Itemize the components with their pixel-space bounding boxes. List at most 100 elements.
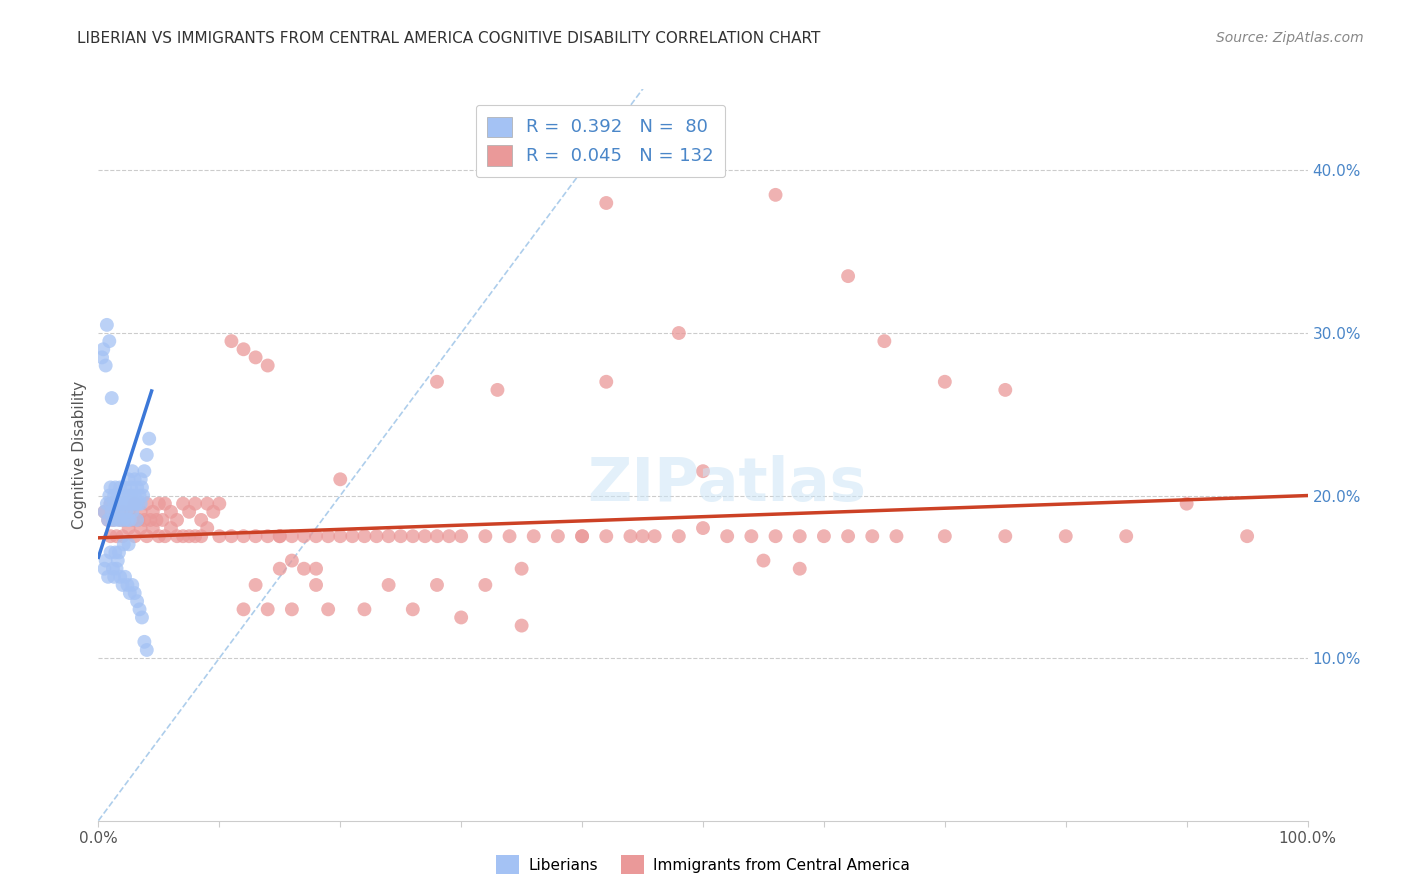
Point (232, 602, 254, 616)
Point (377, 578, 399, 592)
Point (134, 635, 156, 649)
Point (571, 529, 593, 543)
Point (108, 570, 131, 584)
Point (101, 562, 124, 576)
Point (221, 334, 243, 348)
Point (510, 562, 533, 576)
Point (837, 269, 859, 284)
Point (184, 497, 207, 511)
Point (668, 529, 690, 543)
Point (98, 334, 121, 348)
Point (765, 529, 787, 543)
Point (97, 513, 120, 527)
Point (134, 464, 156, 478)
Point (740, 529, 762, 543)
Point (125, 497, 148, 511)
Point (179, 505, 201, 519)
Point (256, 529, 278, 543)
Point (121, 464, 143, 478)
Point (190, 529, 212, 543)
Point (112, 513, 135, 527)
Point (402, 602, 425, 616)
Point (208, 529, 231, 543)
Point (860, 529, 883, 543)
Point (1054, 529, 1077, 543)
Point (96, 318, 118, 332)
Point (789, 562, 811, 576)
Point (111, 497, 134, 511)
Point (111, 529, 134, 543)
Point (353, 529, 375, 543)
Point (135, 643, 157, 657)
Point (111, 489, 134, 503)
Point (195, 497, 218, 511)
Point (305, 529, 328, 543)
Point (135, 448, 157, 462)
Point (256, 602, 278, 616)
Point (118, 497, 141, 511)
Point (166, 513, 188, 527)
Point (104, 480, 127, 494)
Point (994, 383, 1017, 397)
Point (100, 545, 122, 559)
Text: LIBERIAN VS IMMIGRANTS FROM CENTRAL AMERICA COGNITIVE DISABILITY CORRELATION CHA: LIBERIAN VS IMMIGRANTS FROM CENTRAL AMER… (77, 31, 821, 46)
Point (873, 334, 896, 348)
Point (631, 529, 654, 543)
Point (111, 505, 134, 519)
Point (510, 618, 533, 632)
Point (131, 610, 153, 624)
Point (160, 505, 183, 519)
Point (179, 529, 201, 543)
Point (115, 505, 138, 519)
Point (437, 529, 460, 543)
Point (114, 570, 136, 584)
Point (104, 545, 127, 559)
Point (108, 480, 131, 494)
Point (129, 521, 152, 535)
Point (107, 505, 129, 519)
Point (232, 343, 254, 357)
Point (101, 513, 124, 527)
Point (103, 489, 125, 503)
Point (426, 529, 449, 543)
Point (152, 513, 174, 527)
Y-axis label: Cognitive Disability: Cognitive Disability (72, 381, 87, 529)
Point (281, 553, 304, 567)
Point (108, 545, 131, 559)
Point (486, 383, 509, 397)
Text: ZIPatlas: ZIPatlas (588, 455, 866, 514)
Point (111, 578, 134, 592)
Point (129, 472, 152, 486)
Point (292, 562, 315, 576)
Point (132, 489, 155, 503)
Point (153, 497, 176, 511)
Point (245, 351, 267, 365)
Point (100, 497, 122, 511)
Point (121, 578, 143, 592)
Point (523, 529, 546, 543)
Point (103, 497, 125, 511)
Point (934, 375, 956, 389)
Point (377, 529, 399, 543)
Point (105, 562, 128, 576)
Point (450, 529, 472, 543)
Point (124, 472, 146, 486)
Point (117, 513, 139, 527)
Point (105, 513, 128, 527)
Point (837, 529, 859, 543)
Point (122, 497, 145, 511)
Point (93, 562, 115, 576)
Point (129, 497, 152, 511)
Legend: R =  0.392   N =  80, R =  0.045   N = 132: R = 0.392 N = 80, R = 0.045 N = 132 (475, 105, 725, 178)
Point (316, 602, 339, 616)
Point (100, 497, 122, 511)
Point (114, 497, 136, 511)
Point (108, 513, 131, 527)
Point (813, 529, 835, 543)
Point (108, 513, 131, 527)
Point (450, 610, 472, 624)
Point (329, 529, 352, 543)
Point (100, 529, 122, 543)
Point (127, 513, 149, 527)
Point (98, 489, 121, 503)
